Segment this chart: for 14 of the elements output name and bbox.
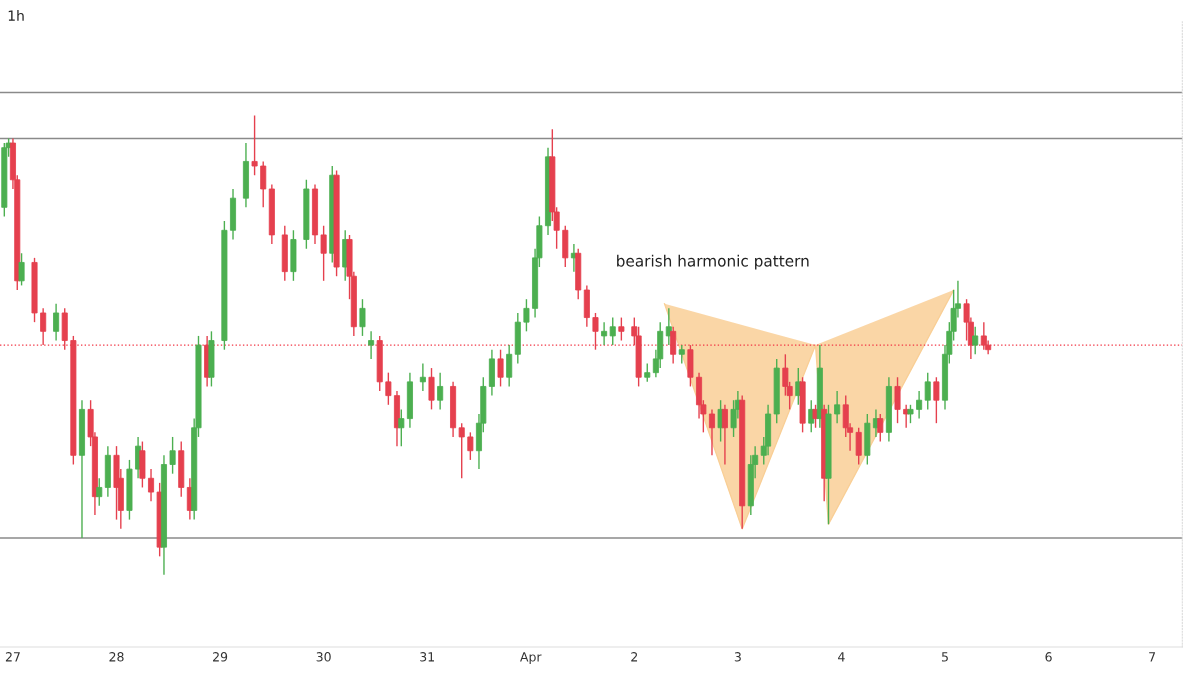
x-tick-label: 27 xyxy=(5,652,20,662)
chart-title: 1h xyxy=(8,10,24,21)
x-tick-label: 4 xyxy=(838,652,845,662)
x-tick-label: 7 xyxy=(1149,652,1156,662)
x-tick-label: 3 xyxy=(734,652,741,662)
annotation: bearish harmonic pattern xyxy=(617,254,809,270)
x-tick-label: 29 xyxy=(213,652,228,662)
x-tick-label: 5 xyxy=(941,652,948,662)
x-tick-label: 28 xyxy=(109,652,124,662)
x-tick-label: 6 xyxy=(1045,652,1052,662)
x-tick-label: 2 xyxy=(631,652,638,662)
x-tick-label: 30 xyxy=(316,652,331,662)
x-tick-label: Apr xyxy=(520,652,542,664)
x-tick-label: 31 xyxy=(420,652,434,662)
